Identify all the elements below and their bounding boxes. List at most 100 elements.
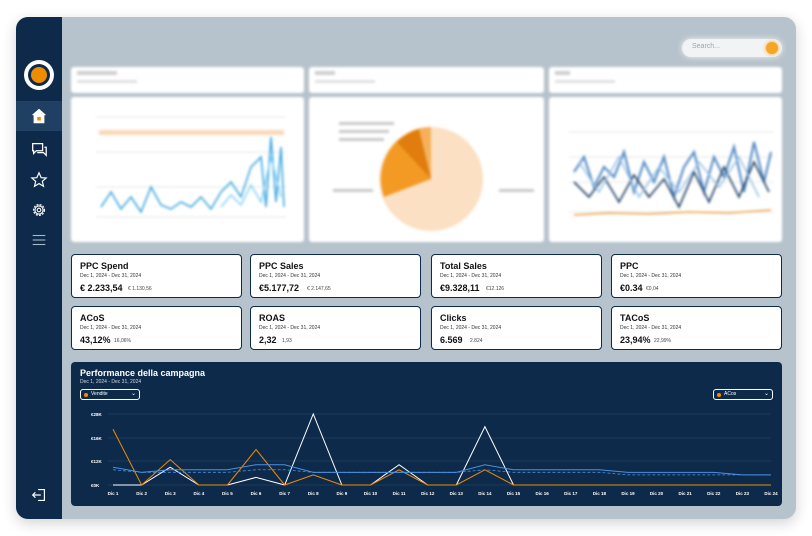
kpi-previous-value: € 1.130,56 bbox=[128, 286, 152, 292]
kpi-value: € 2.233,54 bbox=[80, 283, 123, 293]
kpi-date: Dec 1, 2024 - Dec 31, 2024 bbox=[259, 325, 321, 331]
campaign-performance-panel: Performance della campagna Dec 1, 2024 -… bbox=[71, 362, 782, 506]
x-tick-label: Dic 12 bbox=[421, 491, 435, 496]
kpi-value: €0.34 bbox=[620, 283, 643, 293]
kpi-value: €9.328,11 bbox=[440, 283, 480, 293]
kpi-date: Dec 1, 2024 - Dec 31, 2024 bbox=[259, 273, 321, 279]
kpi-date: Dec 1, 2024 - Dec 31, 2024 bbox=[80, 273, 142, 279]
kpi-title: ACoS bbox=[80, 313, 105, 323]
chevron-down-icon: ⌄ bbox=[763, 391, 769, 397]
nav-settings[interactable] bbox=[16, 195, 62, 225]
panel-header-1 bbox=[71, 67, 304, 93]
performance-line-chart: €0K €12K €16K €28K Dic 1 Dic 2 Dic 3 Dic 4 Dic 5… bbox=[91, 412, 778, 496]
x-tick-label: Dic 6 bbox=[251, 491, 262, 496]
x-tick-label: Dic 16 bbox=[535, 491, 549, 496]
blurred-chart-3 bbox=[549, 97, 782, 242]
gear-icon bbox=[32, 203, 46, 217]
panel-date: Dec 1, 2024 - Dec 31, 2024 bbox=[80, 379, 142, 385]
nav-messages[interactable] bbox=[16, 134, 62, 164]
search-placeholder: Search... bbox=[692, 43, 721, 50]
kpi-card-clicks[interactable]: Clicks Dec 1, 2024 - Dec 31, 2024 6.569 … bbox=[431, 306, 602, 350]
nav-home[interactable] bbox=[16, 101, 62, 131]
kpi-previous-value: € 2.147,65 bbox=[307, 286, 331, 292]
panel-header-2 bbox=[309, 67, 544, 93]
star-icon bbox=[30, 171, 48, 188]
kpi-title: Clicks bbox=[440, 313, 467, 323]
theme-toggle-icon[interactable] bbox=[766, 42, 778, 54]
x-tick-label: Dic 15 bbox=[507, 491, 521, 496]
kpi-title: Total Sales bbox=[440, 261, 487, 271]
x-tick-label: Dic 24 bbox=[764, 491, 778, 496]
kpi-title: TACoS bbox=[620, 313, 650, 323]
kpi-title: PPC bbox=[620, 261, 639, 271]
kpi-value: €5.177,72 bbox=[259, 283, 300, 293]
kpi-title: PPC Spend bbox=[80, 261, 129, 271]
metric-dropdown-left[interactable]: Vendite ⌄ bbox=[80, 389, 140, 400]
dropdown-value: Vendite bbox=[91, 391, 108, 397]
kpi-date: Dec 1, 2024 - Dec 31, 2024 bbox=[440, 325, 502, 331]
x-tick-label: Dic 23 bbox=[736, 491, 750, 496]
orange-dot-icon bbox=[84, 393, 88, 397]
blurred-chart-2 bbox=[309, 97, 544, 242]
search-input[interactable]: Search... bbox=[682, 39, 782, 57]
y-tick-label: €12K bbox=[91, 459, 103, 464]
blurred-multi-line-chart bbox=[569, 131, 774, 216]
home-icon bbox=[31, 108, 47, 124]
kpi-date: Dec 1, 2024 - Dec 31, 2024 bbox=[440, 273, 502, 279]
chat-icon bbox=[32, 142, 47, 157]
kpi-card-roas[interactable]: ROAS Dec 1, 2024 - Dec 31, 2024 2,32 1,9… bbox=[250, 306, 421, 350]
kpi-card-acos[interactable]: ACoS Dec 1, 2024 - Dec 31, 2024 43,12% 1… bbox=[71, 306, 242, 350]
kpi-card-total-sales[interactable]: Total Sales Dec 1, 2024 - Dec 31, 2024 €… bbox=[431, 254, 602, 298]
chevron-down-icon: ⌄ bbox=[130, 391, 136, 397]
logout-icon bbox=[31, 489, 45, 501]
blurred-line-chart bbox=[96, 116, 286, 218]
blurred-chart-1 bbox=[71, 97, 304, 242]
x-tick-label: Dic 14 bbox=[478, 491, 492, 496]
nav-favorites[interactable] bbox=[16, 165, 62, 195]
kpi-card-ppc-spend[interactable]: PPC Spend Dec 1, 2024 - Dec 31, 2024 € 2… bbox=[71, 254, 242, 298]
x-tick-label: Dic 10 bbox=[364, 491, 378, 496]
kpi-previous-value: €12.126 bbox=[486, 286, 505, 292]
x-tick-label: Dic 21 bbox=[679, 491, 693, 496]
x-tick-label: Dic 4 bbox=[193, 491, 204, 496]
x-tick-label: Dic 3 bbox=[165, 491, 176, 496]
kpi-title: ROAS bbox=[259, 313, 286, 323]
x-tick-label: Dic 17 bbox=[564, 491, 578, 496]
kpi-card-ppc[interactable]: PPC Dec 1, 2024 - Dec 31, 2024 €0.34 €0,… bbox=[611, 254, 782, 298]
metric-dropdown-right[interactable]: ACos ⌄ bbox=[713, 389, 773, 400]
series-line-0 bbox=[113, 412, 771, 486]
nav-menu[interactable] bbox=[16, 225, 62, 255]
x-tick-label: Dic 1 bbox=[108, 491, 119, 496]
x-tick-label: Dic 22 bbox=[707, 491, 721, 496]
x-tick-label: Dic 7 bbox=[279, 491, 290, 496]
x-tick-label: Dic 2 bbox=[136, 491, 147, 496]
x-tick-label: Dic 9 bbox=[336, 491, 347, 496]
kpi-date: Dec 1, 2024 - Dec 31, 2024 bbox=[80, 325, 142, 331]
logo[interactable] bbox=[24, 60, 54, 90]
x-tick-label: Dic 20 bbox=[650, 491, 664, 496]
kpi-card-tacos[interactable]: TACoS Dec 1, 2024 - Dec 31, 2024 23,94% … bbox=[611, 306, 782, 350]
dropdown-value: ACos bbox=[724, 391, 737, 397]
y-tick-label: €16K bbox=[91, 436, 103, 441]
kpi-date: Dec 1, 2024 - Dec 31, 2024 bbox=[620, 273, 682, 279]
y-tick-label: €0K bbox=[91, 483, 100, 488]
orange-dot-icon bbox=[717, 393, 721, 397]
kpi-title: PPC Sales bbox=[259, 261, 304, 271]
nav-logout[interactable] bbox=[16, 480, 62, 510]
x-tick-label: Dic 8 bbox=[308, 491, 319, 496]
x-tick-label: Dic 18 bbox=[593, 491, 607, 496]
panel-header-3 bbox=[549, 67, 782, 93]
blurred-pie-chart bbox=[333, 122, 534, 231]
kpi-date: Dec 1, 2024 - Dec 31, 2024 bbox=[620, 325, 682, 331]
x-tick-label: Dic 13 bbox=[450, 491, 464, 496]
sidebar bbox=[16, 17, 62, 519]
menu-icon bbox=[32, 234, 46, 246]
kpi-value: 2,32 bbox=[259, 335, 277, 345]
kpi-previous-value: €0,04 bbox=[646, 286, 659, 292]
kpi-previous-value: 2.824 bbox=[470, 338, 483, 344]
kpi-value: 43,12% bbox=[80, 335, 111, 345]
x-tick-label: Dic 19 bbox=[621, 491, 635, 496]
kpi-card-ppc-sales[interactable]: PPC Sales Dec 1, 2024 - Dec 31, 2024 €5.… bbox=[250, 254, 421, 298]
series-line-1 bbox=[112, 428, 771, 486]
series-line-2 bbox=[112, 464, 771, 476]
